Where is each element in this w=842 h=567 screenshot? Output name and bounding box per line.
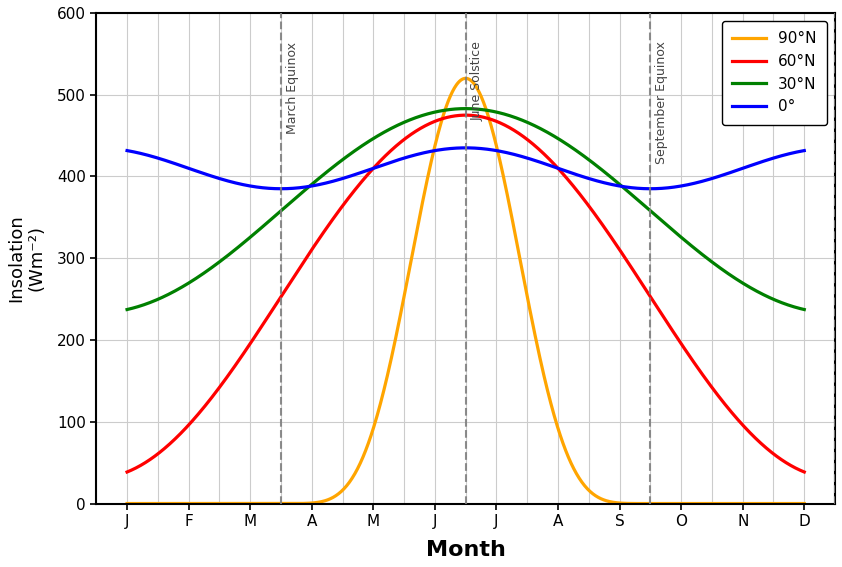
0° <box>397 155 407 162</box>
30°N <box>122 306 132 313</box>
Text: December Solstice: December Solstice <box>840 41 842 159</box>
30°N <box>191 275 201 282</box>
Text: June Solstice: June Solstice <box>471 41 483 121</box>
30°N <box>461 105 471 112</box>
90°N <box>461 75 471 82</box>
Text: September Equinox: September Equinox <box>655 41 669 164</box>
60°N <box>799 468 809 475</box>
90°N <box>122 500 132 507</box>
60°N <box>663 320 673 327</box>
60°N <box>651 302 661 308</box>
30°N <box>588 159 598 166</box>
60°N <box>461 112 471 119</box>
0° <box>191 167 201 174</box>
0° <box>799 147 809 154</box>
0° <box>589 176 599 183</box>
0° <box>122 147 132 154</box>
0° <box>652 185 662 192</box>
90°N <box>588 490 598 497</box>
Legend: 90°N, 60°N, 30°N, 0°: 90°N, 60°N, 30°N, 0° <box>722 20 828 125</box>
30°N <box>396 120 406 127</box>
90°N <box>651 500 661 507</box>
90°N <box>396 309 406 316</box>
0° <box>663 184 674 191</box>
Line: 90°N: 90°N <box>127 78 804 503</box>
Line: 30°N: 30°N <box>127 109 804 310</box>
Y-axis label: Insolation
(Wm⁻²): Insolation (Wm⁻²) <box>7 214 45 302</box>
X-axis label: Month: Month <box>426 540 505 560</box>
Line: 0°: 0° <box>127 148 804 189</box>
0° <box>276 185 286 192</box>
30°N <box>651 212 661 219</box>
60°N <box>420 122 430 129</box>
0° <box>461 145 471 151</box>
Line: 60°N: 60°N <box>127 115 804 472</box>
90°N <box>191 500 201 507</box>
Text: March Equinox: March Equinox <box>286 41 299 134</box>
60°N <box>191 413 201 420</box>
90°N <box>663 500 673 507</box>
30°N <box>663 223 673 230</box>
30°N <box>420 111 430 118</box>
60°N <box>588 208 598 215</box>
0° <box>421 149 431 156</box>
60°N <box>396 138 406 145</box>
60°N <box>122 468 132 475</box>
90°N <box>420 185 430 192</box>
90°N <box>799 500 809 507</box>
30°N <box>799 306 809 313</box>
